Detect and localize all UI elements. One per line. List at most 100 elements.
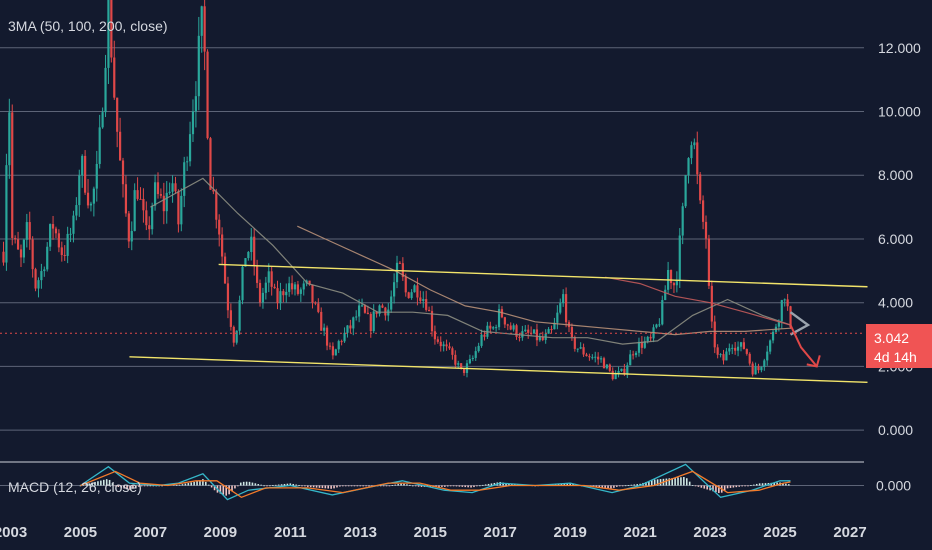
candle-body	[194, 96, 197, 112]
macd-histogram-bar	[464, 485, 467, 488]
candle-body	[54, 228, 58, 234]
macd-histogram-bar	[706, 485, 708, 490]
macd-histogram-bar	[234, 485, 236, 489]
candle-body	[279, 291, 282, 304]
macd-histogram-bar	[266, 485, 268, 487]
macd-histogram-bar	[677, 477, 679, 486]
candle-body	[445, 344, 448, 347]
candle-body	[626, 365, 629, 374]
candle-body	[168, 191, 171, 193]
macd-histogram-bar	[438, 485, 440, 487]
candle-body	[358, 305, 361, 317]
candle-body	[649, 336, 652, 339]
macd-histogram-bar	[639, 483, 641, 486]
price-tick-label: 12.000	[878, 40, 921, 56]
candle-body	[640, 341, 643, 348]
candle-body	[422, 299, 425, 301]
macd-histogram-bar	[260, 484, 262, 486]
candle-body	[713, 321, 716, 348]
macd-histogram-bar	[566, 483, 569, 486]
macd-histogram-bar	[403, 483, 405, 486]
main-legend[interactable]: 3MA (50, 100, 200, close)	[8, 18, 168, 34]
candle-body	[757, 366, 760, 371]
candle-body	[477, 345, 480, 352]
candle-body	[664, 289, 667, 301]
candle-body	[550, 329, 553, 331]
macd-histogram-bar	[344, 485, 347, 487]
candle-body	[101, 112, 104, 128]
macd-legend[interactable]: MACD (12, 26, close)	[8, 479, 142, 495]
candle-body	[701, 200, 705, 222]
macd-histogram-bar	[368, 485, 370, 487]
moving-averages	[150, 177, 791, 345]
candle-body	[605, 364, 608, 369]
candle-body	[780, 300, 783, 321]
macd-histogram-bar	[718, 485, 720, 494]
candle-body	[162, 195, 165, 212]
candle-body	[232, 326, 235, 343]
macd-histogram-bar	[455, 485, 458, 487]
candle-body	[253, 236, 256, 266]
candle-body	[769, 340, 772, 352]
candle-body	[675, 280, 678, 286]
candle-body	[783, 299, 786, 301]
macd-histogram-bar	[610, 485, 612, 489]
candle-body	[384, 307, 387, 316]
candle-body	[617, 370, 620, 374]
macd-histogram-bar	[508, 483, 510, 486]
macd-histogram-bar	[175, 484, 178, 486]
macd-histogram-bar	[365, 485, 367, 487]
candle-body	[209, 138, 212, 190]
candle-body	[468, 359, 471, 364]
candle-body	[570, 327, 574, 338]
candle-body	[285, 291, 288, 296]
macd-histogram-bar	[102, 479, 105, 486]
candle-body	[191, 111, 195, 135]
candle-body	[404, 276, 407, 293]
candle-body	[489, 325, 492, 329]
candle-body	[687, 158, 690, 176]
candle-body	[145, 210, 148, 226]
candle-body	[261, 292, 265, 303]
candle-body	[378, 305, 381, 314]
candle-body	[31, 239, 34, 270]
macd-histogram-bar	[607, 485, 609, 489]
macd-histogram-bar	[178, 484, 181, 486]
candle-body	[16, 239, 20, 250]
candle-body	[699, 174, 702, 201]
macd-histogram-bar	[333, 485, 335, 489]
macd-histogram-bar	[231, 485, 233, 492]
candle-body	[180, 195, 183, 225]
candle-body	[107, 0, 110, 68]
candle-body	[238, 300, 241, 331]
candle-body	[719, 354, 722, 356]
candle-body	[669, 270, 673, 283]
macd-histogram-bar	[758, 483, 761, 486]
macd-histogram-bar	[773, 482, 776, 486]
macd-histogram-bar	[315, 485, 318, 488]
macd-histogram-bar	[269, 485, 271, 487]
macd-histogram-bar	[747, 485, 749, 487]
macd-histogram-bar	[394, 484, 397, 486]
candle-body	[433, 331, 437, 340]
time-axis[interactable]: 2003 2005 2007 2009 2011 2013 2015 2017 2019 2021…	[0, 524, 867, 541]
candle-body	[451, 348, 454, 355]
candle-body	[716, 347, 719, 355]
candle-body	[582, 347, 585, 355]
macd-histogram-bar	[85, 484, 88, 486]
candle-body	[518, 336, 521, 338]
macd-histogram-bar	[336, 485, 338, 488]
candle-body	[658, 324, 661, 326]
macd-histogram-bar	[569, 483, 571, 486]
candle-body	[497, 309, 501, 328]
candle-body	[183, 162, 186, 196]
candle-body	[754, 366, 757, 375]
candle-body	[95, 163, 98, 189]
candle-body	[608, 364, 611, 371]
macd-histogram-bar	[225, 485, 228, 496]
macd-histogram-bar	[292, 483, 295, 486]
year-tick-label: 2019	[553, 524, 586, 541]
macd-histogram-bar	[272, 485, 274, 486]
candle-body	[553, 322, 556, 330]
